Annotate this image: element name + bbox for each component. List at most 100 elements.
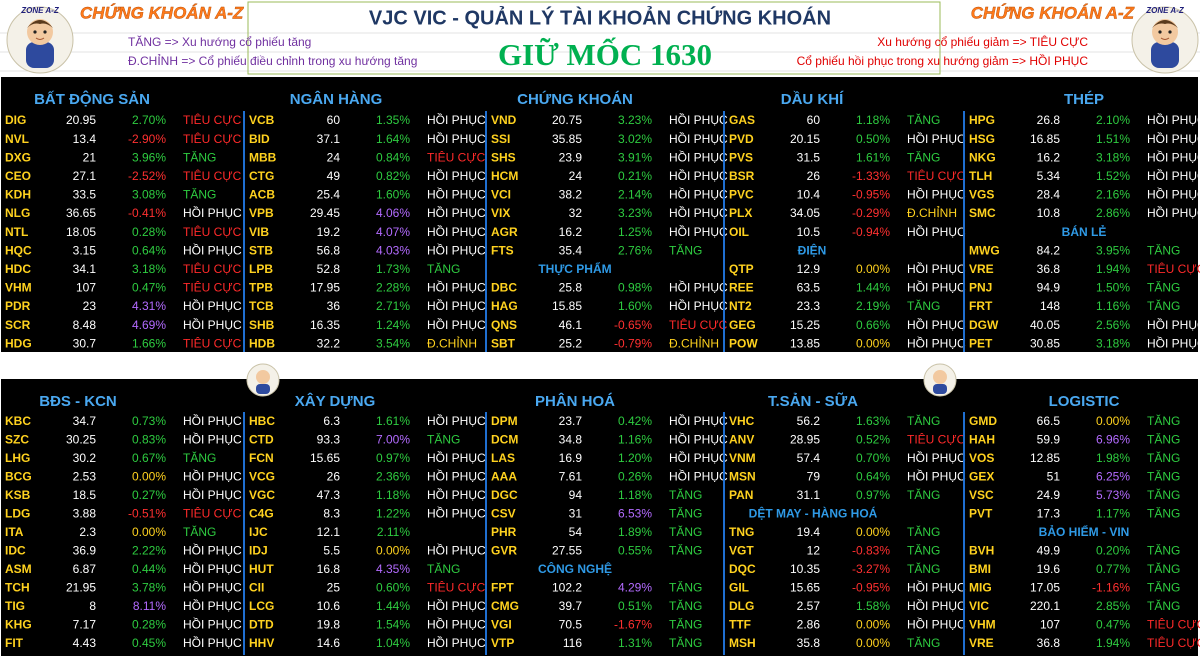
status: HỒI PHỤC (1147, 131, 1200, 146)
status: HỒI PHỤC (669, 187, 728, 202)
ticker: PVC (729, 188, 754, 202)
change-pct: 0.66% (856, 318, 890, 332)
status: TĂNG (907, 298, 940, 313)
ticker: NT2 (729, 299, 752, 313)
ticker: DQC (729, 562, 756, 576)
status: TĂNG (907, 561, 940, 576)
ticker: VHM (969, 618, 996, 632)
price: 54 (569, 525, 583, 539)
status: HỒI PHỤC (907, 131, 966, 146)
title-box (247, 1, 941, 75)
change-pct: 2.28% (376, 281, 410, 295)
ticker: LPB (249, 262, 273, 276)
price: 7.61 (559, 470, 583, 484)
price: 23.3 (797, 299, 821, 313)
change-pct: -0.29% (852, 206, 890, 220)
ticker: TNG (729, 525, 754, 539)
price: 47.3 (317, 488, 341, 502)
ticker: SZC (5, 433, 29, 447)
ticker: SCR (5, 318, 31, 332)
change-pct: 1.94% (1096, 262, 1130, 276)
price: 28.95 (790, 433, 820, 447)
ticker: VGT (729, 544, 754, 558)
price: 14.6 (317, 636, 341, 650)
change-pct: 1.98% (1096, 451, 1130, 465)
status: HỒI PHỤC (669, 413, 728, 428)
price: 26 (327, 470, 341, 484)
ticker: SSI (491, 132, 510, 146)
status: HỒI PHỤC (183, 205, 242, 220)
change-pct: 1.25% (618, 225, 652, 239)
ticker: GEX (969, 470, 994, 484)
price: 107 (1040, 618, 1060, 632)
change-pct: 3.54% (376, 336, 410, 350)
status: HỒI PHỤC (669, 112, 728, 127)
price: 49.9 (1037, 544, 1061, 558)
change-pct: 1.44% (856, 281, 890, 295)
ticker: PVS (729, 150, 753, 164)
ticker: VPB (249, 206, 274, 220)
price: 3.15 (73, 243, 97, 257)
page-title: VJC VIC - QUẢN LÝ TÀI KHOẢN CHỨNG KHOÁN (369, 5, 831, 29)
change-pct: 3.18% (1096, 336, 1130, 350)
change-pct: -0.94% (852, 225, 890, 239)
ticker: VTP (491, 636, 514, 650)
price: 25.8 (559, 281, 583, 295)
price: 57.4 (797, 451, 821, 465)
status: TĂNG (1147, 506, 1180, 521)
status: HỒI PHỤC (427, 131, 486, 146)
change-pct: 2.16% (1096, 188, 1130, 202)
ticker: FCN (249, 451, 274, 465)
ticker: DTD (249, 618, 274, 632)
status: HỒI PHỤC (427, 187, 486, 202)
ticker: CMG (491, 599, 519, 613)
status: HỒI PHỤC (907, 469, 966, 484)
ticker: BID (249, 132, 270, 146)
status: HỒI PHỤC (183, 469, 242, 484)
status: TIÊU CỰC (669, 317, 728, 332)
price: 19.8 (317, 618, 341, 632)
status: TĂNG (1147, 432, 1180, 447)
ticker: PDR (5, 299, 31, 313)
logo-right: ZONE A-Z (1131, 6, 1199, 74)
change-pct: 0.00% (132, 525, 166, 539)
price: 36.65 (66, 206, 96, 220)
price: 94.9 (1037, 281, 1061, 295)
ticker: DXG (5, 150, 31, 164)
ticker: GEG (729, 318, 756, 332)
price: 8 (89, 599, 96, 613)
ticker: VRE (969, 636, 994, 650)
ticker: GAS (729, 113, 755, 127)
change-pct: 0.00% (132, 470, 166, 484)
status: TĂNG (907, 487, 940, 502)
ticker: HUT (249, 562, 274, 576)
ticker: CII (249, 581, 264, 595)
status: HỒI PHỤC (669, 432, 728, 447)
status: Đ.CHỈNH (669, 335, 719, 350)
ticker: POW (729, 336, 758, 350)
status: TĂNG (669, 635, 702, 650)
logo-face (933, 370, 947, 384)
price: 32.2 (317, 336, 341, 350)
logo-face (27, 19, 53, 45)
status: HỒI PHỤC (907, 280, 966, 295)
ticker: ANV (729, 433, 754, 447)
legend-right: Xu hướng cổ phiếu giảm => TIÊU CỰC (877, 34, 1088, 49)
price: 31 (569, 507, 583, 521)
panel-top (1, 77, 1198, 352)
status: TIÊU CỰC (907, 168, 966, 183)
status: TĂNG (669, 598, 702, 613)
price: 18.05 (66, 225, 96, 239)
price: 15.25 (790, 318, 820, 332)
change-pct: -0.95% (852, 581, 890, 595)
change-pct: -0.41% (128, 206, 166, 220)
status: TIÊU CỰC (183, 224, 242, 239)
status: TĂNG (1147, 543, 1180, 558)
price: 56.8 (317, 243, 341, 257)
change-pct: 1.18% (376, 488, 410, 502)
ticker: KBC (5, 414, 31, 428)
status: TĂNG (907, 524, 940, 539)
change-pct: 3.23% (618, 206, 652, 220)
price: 102.2 (552, 581, 582, 595)
